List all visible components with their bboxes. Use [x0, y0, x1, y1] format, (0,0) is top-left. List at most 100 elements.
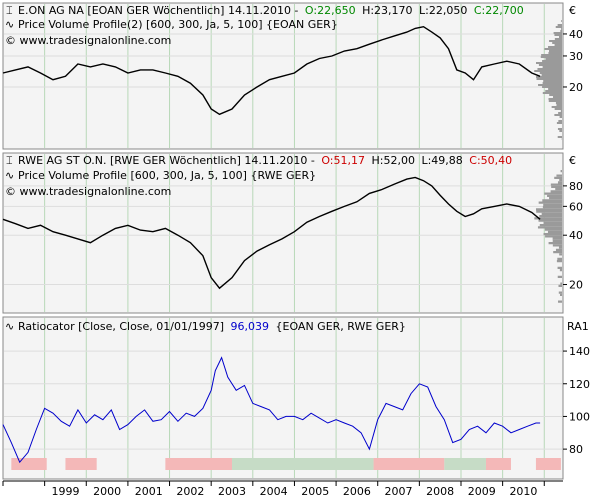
- profile-bar: [536, 62, 562, 64]
- profile-bar: [554, 38, 562, 40]
- y-tick-label: 80: [569, 443, 583, 456]
- profile-bar: [537, 68, 562, 70]
- zone-red: [65, 458, 97, 470]
- profile-bar: [555, 188, 562, 191]
- profile-bar: [560, 30, 562, 32]
- profile-bar: [552, 237, 562, 240]
- profile-bar: [558, 291, 562, 294]
- rwe-unit: €: [569, 154, 576, 167]
- profile-bar: [545, 235, 562, 238]
- rwe-title: RWE AG ST O.N. [RWE GER Wöchentlich] 14.…: [18, 154, 512, 167]
- ratio-title: Ratiocator [Close, Close, 01/01/1997] 96…: [18, 320, 406, 333]
- profile-bar: [539, 215, 562, 218]
- profile-bar: [539, 224, 562, 227]
- x-tick-label: 2002: [176, 485, 204, 498]
- rwe-indicator-icon: ∿: [5, 169, 14, 182]
- rwe-high: H:52,00: [372, 154, 415, 167]
- eon-high: H:23,170: [362, 4, 412, 17]
- rwe-panel: ⌶ RWE AG ST O.N. [RWE GER Wöchentlich] 1…: [2, 152, 583, 314]
- profile-bar: [548, 98, 562, 100]
- ratio-plot-area: [2, 316, 564, 480]
- profile-bar: [550, 183, 562, 186]
- eon-open: O:22,650: [305, 4, 356, 17]
- ratio-indicator-icon: ∿: [5, 320, 14, 333]
- profile-bar: [543, 80, 562, 82]
- profile-bar: [557, 24, 562, 26]
- profile-bar: [534, 70, 562, 72]
- profile-bar: [555, 248, 562, 251]
- x-tick-label: 2005: [301, 485, 329, 498]
- profile-bar: [537, 226, 562, 229]
- eon-price-line: [2, 25, 541, 116]
- x-tick-label: 2004: [260, 485, 288, 498]
- profile-bar: [542, 82, 562, 84]
- zone-red: [11, 458, 47, 470]
- profile-bar: [559, 253, 562, 256]
- rwe-copyright: © www.tradesignalonline.com: [5, 185, 171, 198]
- profile-bar: [558, 284, 562, 287]
- profile-bar: [542, 199, 562, 202]
- y-tick-label: 40: [569, 28, 583, 41]
- profile-bar: [554, 44, 562, 46]
- rwe-open: O:51,17: [321, 154, 365, 167]
- profile-bar: [555, 26, 562, 28]
- profile-bar: [536, 76, 562, 78]
- profile-bar: [544, 192, 562, 195]
- y-tick-label: 20: [569, 81, 583, 94]
- profile-bar: [560, 110, 562, 112]
- profile-bar: [557, 181, 562, 184]
- eon-close: C:22,700: [474, 4, 524, 17]
- profile-bar: [560, 293, 562, 296]
- ratio-y-axis: 80 100 120 140: [563, 345, 590, 456]
- profile-bar: [542, 66, 562, 68]
- profile-bar: [542, 206, 562, 209]
- rwe-icon: ⌶: [6, 154, 13, 167]
- eon-y-axis: 20 30 40: [563, 28, 583, 94]
- profile-bar: [552, 244, 562, 247]
- profile-bar: [536, 78, 562, 80]
- profile-bar: [559, 179, 562, 182]
- eon-indicator-icon: ∿: [5, 18, 14, 31]
- eon-copyright: © www.tradesignalonline.com: [5, 34, 171, 47]
- y-tick-label: 20: [569, 279, 583, 292]
- profile-bar: [557, 257, 562, 260]
- profile-bar: [557, 275, 562, 278]
- zone-red: [485, 458, 511, 470]
- y-tick-label: 100: [569, 410, 590, 423]
- profile-bar: [561, 20, 562, 22]
- profile-bar: [561, 28, 562, 30]
- zone-green: [231, 458, 374, 470]
- profile-bar: [555, 102, 562, 104]
- eon-volume-profile: [534, 20, 562, 140]
- profile-bar: [543, 233, 562, 236]
- profile-bar: [548, 242, 562, 245]
- zone-red: [373, 458, 445, 470]
- rwe-gridlines: [4, 154, 562, 312]
- rwe-price-line: [2, 176, 541, 290]
- eon-unit: €: [569, 4, 576, 17]
- ratio-title-prefix: Ratiocator [Close, Close, 01/01/1997]: [18, 320, 224, 333]
- profile-bar: [536, 210, 562, 213]
- profile-bar: [543, 221, 562, 224]
- eon-low: L:22,050: [419, 4, 467, 17]
- eon-panel: ⌶ E.ON AG NA [EOAN GER Wöchentlich] 14.1…: [2, 2, 583, 150]
- profile-bar: [545, 58, 562, 60]
- profile-bar: [549, 197, 562, 200]
- rwe-indicator-line: Price Volume Profile [600, 300, Ja, 5, 1…: [18, 169, 316, 182]
- eon-indicator-line: Price Volume Profile(2) [600, 300, Ja, 5…: [18, 18, 338, 31]
- profile-bar: [556, 122, 562, 124]
- rwe-y-axis: 20 40 60 80: [563, 180, 583, 292]
- zone-red: [535, 458, 561, 470]
- y-tick-label: 80: [569, 180, 583, 193]
- profile-bar: [541, 54, 562, 56]
- rwe-title-prefix: RWE AG ST O.N. [RWE GER Wöchentlich] 14.…: [18, 154, 315, 167]
- profile-bar: [558, 300, 562, 303]
- profile-bar: [548, 100, 562, 102]
- profile-bar: [534, 217, 562, 220]
- rwe-plot-area: [2, 152, 564, 314]
- profile-bar: [560, 282, 562, 285]
- profile-bar: [542, 86, 562, 88]
- profile-bar: [551, 185, 562, 188]
- profile-bar: [544, 228, 562, 231]
